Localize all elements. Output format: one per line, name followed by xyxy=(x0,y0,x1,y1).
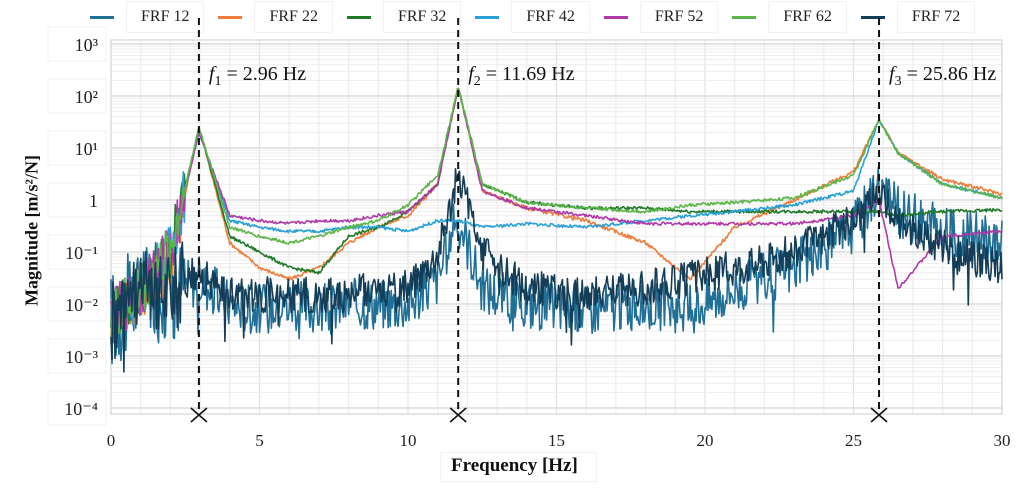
legend-item-frf72: FRF 72 xyxy=(860,1,989,33)
curve-frf62 xyxy=(110,87,1003,345)
legend-item-frf52: FRF 52 xyxy=(603,1,732,33)
legend-item-frf62: FRF 62 xyxy=(732,1,860,33)
y-tick-label: 10⁻⁴ xyxy=(64,399,98,419)
y-axis-label: Magnitude [m/s²/N] xyxy=(21,155,42,306)
y-tick-label: 10¹ xyxy=(75,139,98,159)
x-tick-label: 20 xyxy=(697,431,714,450)
legend-item-frf12: FRF 12 xyxy=(90,1,218,33)
legend-item-frf42: FRF 42 xyxy=(475,1,603,33)
x-tick-label: 5 xyxy=(255,431,264,450)
x-tick-label: 10 xyxy=(400,431,417,450)
x-tick-labels: 0 5 10 15 20 25 30 xyxy=(107,431,1011,450)
x-tick-label: 30 xyxy=(994,431,1011,450)
legend-swatch-icon xyxy=(603,15,628,19)
legend-item-frf32: FRF 32 xyxy=(346,1,475,33)
y-tick-label: 10³ xyxy=(75,35,99,55)
legend-label: FRF 52 xyxy=(639,1,719,33)
legend-swatch-icon xyxy=(732,15,757,19)
legend-swatch-icon xyxy=(90,15,114,19)
legend-swatch-icon xyxy=(860,15,885,19)
y-tick-label: 10⁻² xyxy=(65,295,98,315)
mode-marker-x-icon xyxy=(449,407,467,423)
x-tick-label: 15 xyxy=(548,431,565,450)
mode-marker-x-icon xyxy=(870,407,888,423)
legend-label: FRF 42 xyxy=(511,1,590,33)
x-tick-label: 0 xyxy=(107,431,116,450)
legend-label: FRF 72 xyxy=(896,1,976,33)
mode-marker-x-icon xyxy=(190,407,208,423)
legend-swatch-icon xyxy=(475,15,500,19)
data-curves xyxy=(110,87,1003,373)
legend-swatch-icon xyxy=(218,15,243,19)
mode-lines: f1 = 2.96 Hz f2 = 11.69 Hz f3 = 25.86 Hz xyxy=(190,18,996,423)
y-tick-label: 10² xyxy=(75,87,98,107)
y-tick-label: 10⁻³ xyxy=(65,347,99,367)
x-tick-label: 25 xyxy=(845,431,862,450)
legend-label: FRF 62 xyxy=(768,1,847,33)
y-tick-label: 1 xyxy=(89,191,98,211)
curve-frf12 xyxy=(110,166,1003,365)
x-axis-label: Frequency [Hz] xyxy=(440,452,597,482)
y-tick-labels: 10³ 10² 10¹ 1 10⁻¹ 10⁻² 10⁻³ 10⁻⁴ xyxy=(47,26,107,426)
legend: FRF 12 FRF 22 FRF 32 FRF 42 FRF 52 FRF 6… xyxy=(90,0,989,34)
legend-swatch-icon xyxy=(346,15,371,19)
mode-annotation: f3 = 25.86 Hz xyxy=(889,63,996,89)
curve-frf42 xyxy=(110,118,1003,344)
curve-frf22 xyxy=(110,87,1003,343)
y-tick-label: 10⁻¹ xyxy=(65,243,98,263)
legend-label: FRF 12 xyxy=(126,1,205,33)
curve-frf72 xyxy=(110,168,1003,373)
legend-item-frf22: FRF 22 xyxy=(218,1,346,33)
legend-label: FRF 22 xyxy=(254,1,333,33)
mode-annotation: f2 = 11.69 Hz xyxy=(468,63,575,89)
mode-annotation: f1 = 2.96 Hz xyxy=(209,63,306,89)
legend-label: FRF 32 xyxy=(382,1,462,33)
